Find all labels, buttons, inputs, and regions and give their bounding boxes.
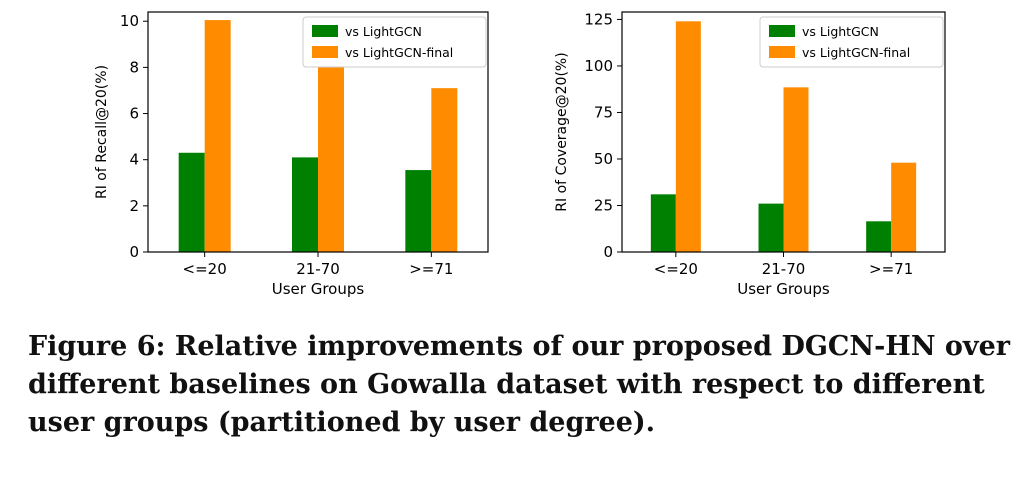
recall-legend-label-1: vs LightGCN-final [345,45,453,60]
coverage-bar-lightgcn-final-2 [891,162,917,252]
coverage-legend-swatch-1 [769,46,795,58]
recall-ytick-label-5: 10 [120,12,139,30]
coverage-ytick-label-4: 100 [584,57,613,75]
recall-xtick-label-0: <=20 [183,260,227,278]
recall-xlabel: User Groups [272,280,365,298]
recall-ytick-label-3: 6 [129,105,139,123]
recall-ylabel: RI of Recall@20(%) [94,65,110,199]
coverage-xtick-label-2: >=71 [869,260,913,278]
coverage-xtick-label-1: 21-70 [762,260,806,278]
coverage-chart: <=20 21-70 >=71 0 25 50 75 100 125 User Groups RI … [554,10,946,298]
recall-bar-lightgcn-final-0 [204,20,231,253]
recall-bar-lightgcn-1 [292,157,318,252]
coverage-ytick-label-2: 50 [594,150,613,168]
recall-ytick-label-2: 4 [129,151,139,169]
coverage-legend-swatch-0 [769,25,795,37]
recall-legend-swatch-1 [312,46,338,58]
recall-legend-label-0: vs LightGCN [345,24,422,39]
coverage-ytick-label-3: 75 [594,103,613,121]
recall-bar-lightgcn-final-2 [431,88,458,253]
recall-ytick-label-0: 0 [129,243,139,261]
coverage-ytick-label-1: 25 [594,196,613,214]
recall-chart: <=20 21-70 >=71 0 2 4 6 8 10 User Groups RI of Rec… [94,11,489,298]
recall-legend: vs LightGCN vs LightGCN-final [302,16,487,68]
recall-bar-lightgcn-final-1 [318,65,344,252]
coverage-bar-lightgcn-final-0 [675,21,701,253]
recall-legend-box [302,16,487,68]
recall-ytick-label-1: 2 [129,197,139,215]
coverage-bar-lightgcn-0 [650,194,676,252]
coverage-legend-box [759,16,944,68]
coverage-ylabel: RI of Coverage@20(%) [554,52,570,211]
recall-plot-frame [147,11,489,253]
recall-ytick-label-4: 8 [129,58,139,76]
coverage-plot-frame [621,11,946,253]
coverage-bar-lightgcn-2 [866,221,892,252]
recall-bar-lightgcn-0 [178,152,205,252]
coverage-legend-label-1: vs LightGCN-final [802,45,910,60]
recall-xtick-label-2: >=71 [409,260,453,278]
coverage-ytick-label-0: 0 [603,243,613,261]
coverage-bar-lightgcn-1 [758,203,784,252]
recall-bar-lightgcn-2 [405,170,432,252]
coverage-xlabel: User Groups [737,280,830,298]
coverage-ytick-label-5: 125 [584,10,613,28]
recall-xtick-label-1: 21-70 [296,260,340,278]
coverage-xtick-label-0: <=20 [654,260,698,278]
coverage-bar-lightgcn-final-1 [783,87,809,252]
coverage-legend: vs LightGCN vs LightGCN-final [759,16,944,68]
coverage-legend-label-0: vs LightGCN [802,24,879,39]
recall-legend-swatch-0 [312,25,338,37]
figure-caption: Figure 6: Relative improvements of our p… [28,331,1010,438]
